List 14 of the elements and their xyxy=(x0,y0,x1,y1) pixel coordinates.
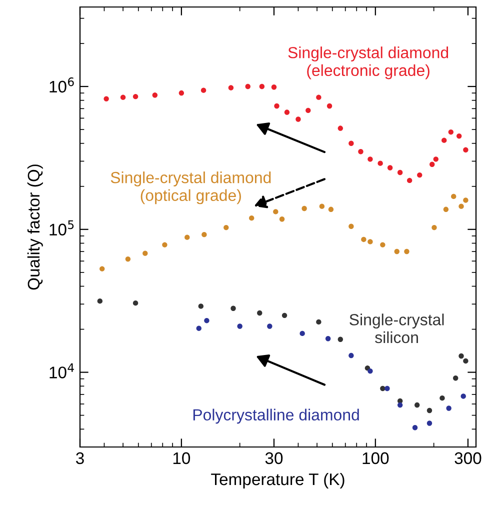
series-label: Single-crystal diamond (optical grade) xyxy=(110,172,271,204)
x-tick-label: 3 xyxy=(76,452,84,464)
x-axis-title: Temperature T (K) xyxy=(211,472,344,488)
x-tick-label: 300 xyxy=(454,452,482,464)
series-label: Single-crystal diamond (electronic grade) xyxy=(288,46,448,80)
x-tick-label: 30 xyxy=(265,452,283,464)
text: Polycrystalline diamond xyxy=(193,408,359,424)
y-tick-label: 10$^{5}$ xyxy=(50,220,74,236)
y-tick-label: 10$^{6}$ xyxy=(50,77,74,93)
x-tick-label: 100 xyxy=(362,452,389,464)
y-axis-title: Quality factor (Q) xyxy=(27,164,43,290)
x-tick-label: 10 xyxy=(173,452,190,464)
series-label: Single-crystal silicon xyxy=(350,314,444,344)
y-tick-label: 10$^{4}$ xyxy=(50,363,74,378)
